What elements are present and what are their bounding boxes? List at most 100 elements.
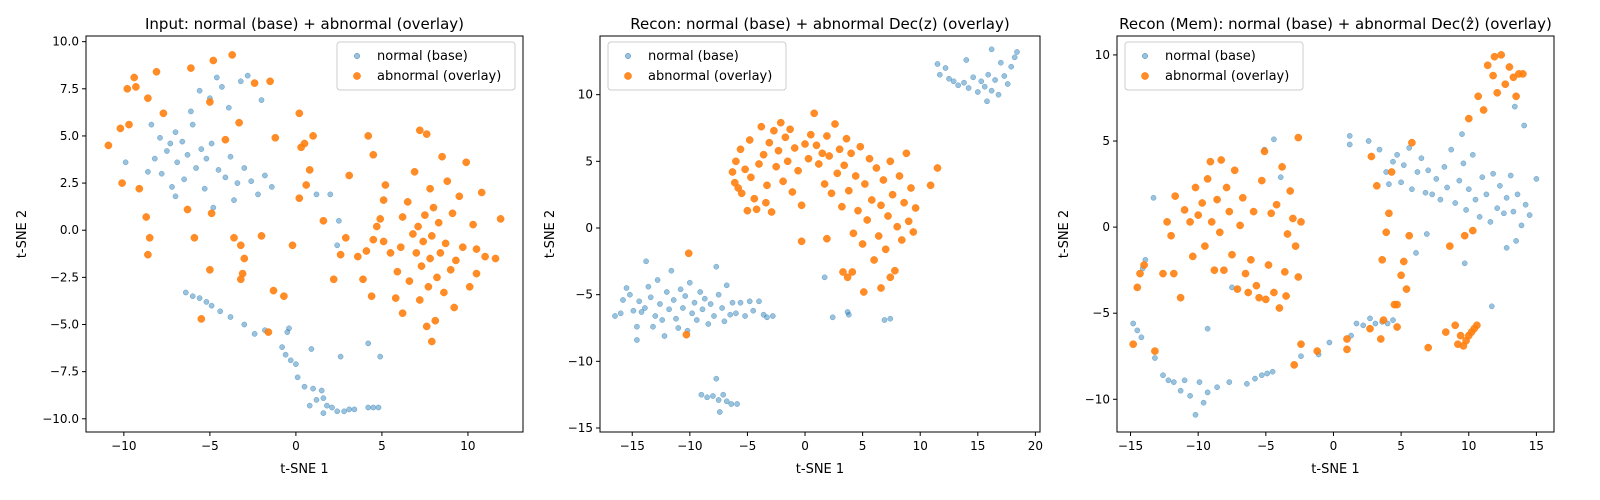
normal-point [1130,320,1137,327]
abnormal-point [1159,269,1167,278]
abnormal-point [412,249,421,257]
abnormal-point [1424,343,1433,352]
normal-point [821,274,828,281]
normal-point [167,140,174,147]
abnormal-point [1474,92,1483,101]
panel-3: −15 −10 −5 0 5 10 15 −10 −5 0 5 10 Recon (Mem): nor… [1057,15,1555,477]
normal-point [659,317,666,323]
normal-point [282,351,289,358]
normal-point [341,408,347,415]
abnormal-point [1169,269,1178,278]
abnormal-point [684,249,693,258]
abnormal-point [856,142,865,151]
normal-point [661,333,668,339]
normal-point [1522,201,1529,208]
abnormal-point [1210,266,1219,275]
x-tick-label: −15 [1118,439,1143,453]
normal-point [693,317,700,323]
normal-point [1429,191,1436,198]
abnormal-point [472,269,481,278]
abnormal-point [843,273,852,282]
normal-point [1376,146,1383,153]
normal-point [370,404,377,411]
chart-title: Input: normal (base) + abnormal (overlay… [145,15,464,33]
abnormal-point [1171,192,1180,200]
abnormal-point [752,205,761,214]
abnormal-point [1294,133,1303,142]
abnormal-point [877,201,885,210]
abnormal-point [295,109,304,118]
abnormal-point [271,133,280,142]
abnormal-point [419,237,428,246]
abnormal-point [844,186,853,195]
normal-point [188,108,194,115]
y-tick-label: 7.5 [60,82,79,96]
normal-point [148,121,155,128]
y-tick-label: −10.0 [42,412,79,426]
x-axis-label: t-SNE 1 [280,462,328,477]
axes-frame [1116,35,1555,433]
normal-point [318,387,325,394]
normal-point [663,289,670,295]
abnormal-point [441,239,450,248]
abnormal-point [797,237,806,246]
y-tick-label: −5.0 [50,318,79,332]
normal-point [151,155,158,162]
abnormal-point [1385,209,1393,218]
normal-point [1277,174,1284,181]
normal-point [1204,325,1211,332]
abnormal-point [1278,163,1286,171]
abnormal-point [123,84,132,93]
abnormal-point [209,56,218,65]
normal-point [203,155,210,162]
abnormal-point [755,160,763,168]
abnormal-point [1468,226,1477,235]
normal-point [1160,372,1166,379]
normal-point [336,217,342,224]
normal-point [306,402,313,409]
abnormal-point [359,275,367,284]
normal-point [181,176,187,183]
y-tick-label: −2.5 [50,270,79,284]
normal-point [313,397,320,403]
normal-point [157,134,163,141]
normal-point [241,165,248,171]
abnormal-point [264,328,273,336]
normal-point [287,357,294,364]
abnormal-point [257,232,266,240]
abnormal-point [743,206,752,215]
abnormal-point [1343,335,1351,343]
x-tick-label: 0 [1330,439,1338,453]
abnormal-point [858,240,867,248]
abnormal-point [1408,138,1416,147]
normal-point [1526,212,1533,218]
x-tick-label: −5 [1257,439,1275,453]
normal-point [1422,189,1429,196]
abnormal-point [842,134,851,143]
abnormal-point [1215,228,1224,237]
abnormal-point [1136,269,1144,278]
normal-point [630,307,637,314]
abnormal-point [1376,335,1385,343]
abnormal-point [183,205,192,214]
abnormal-point [1505,63,1514,71]
abnormal-point [1188,252,1197,261]
abnormal-point [353,252,362,261]
normal-point [654,277,661,283]
abnormal-point [455,192,464,201]
normal-point [666,306,672,313]
abnormal-point [933,164,942,172]
abnormal-point [790,144,799,152]
normal-point [196,295,203,301]
abnormal-point [1497,51,1506,59]
abnormal-point [288,241,297,250]
normal-point [677,286,684,293]
abnormal-point [403,198,412,206]
abnormal-point [1220,266,1228,275]
abnormal-point [477,188,486,197]
abnormal-point [849,229,858,238]
normal-point [727,311,734,318]
normal-point [258,97,265,103]
abnormal-point [190,233,199,242]
normal-point [255,191,261,198]
